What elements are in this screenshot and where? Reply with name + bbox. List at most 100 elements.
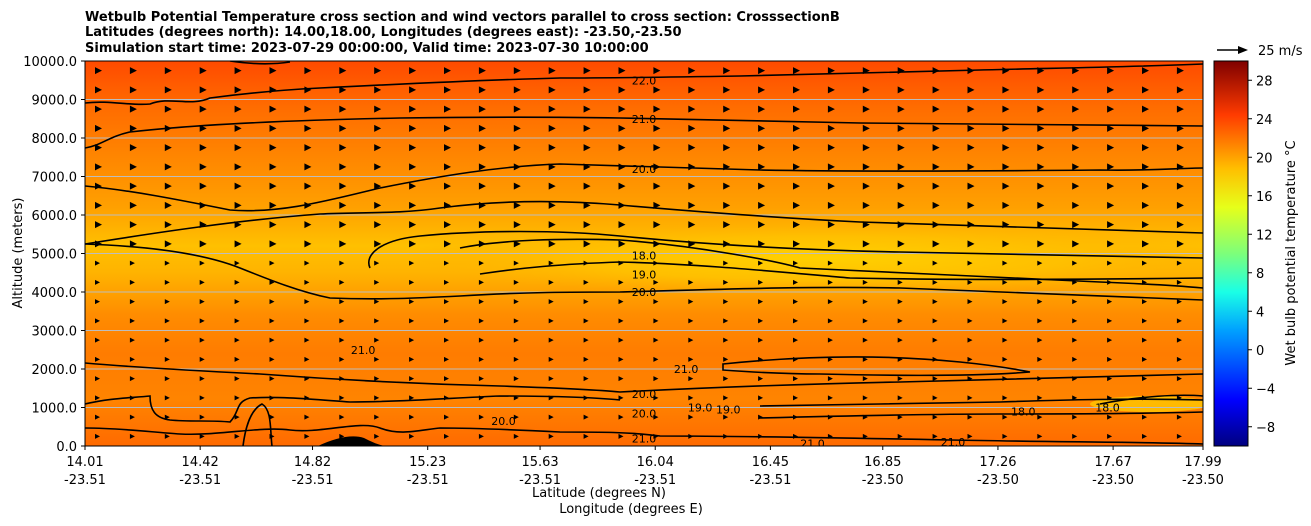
wind-vector: [1107, 182, 1115, 190]
wind-vector: [129, 433, 135, 439]
x-tick-label-lat: 15.23: [409, 455, 446, 470]
x-tick-label-lon: -23.50: [862, 473, 904, 488]
wind-vector: [758, 279, 764, 285]
wind-vector: [374, 163, 382, 171]
wind-vector: [723, 299, 729, 305]
wind-vector: [269, 144, 277, 152]
wind-vector: [95, 260, 100, 266]
x-tick-label-lat: 16.04: [637, 455, 674, 470]
wind-vector: [513, 356, 519, 362]
wind-vector: [1037, 414, 1043, 420]
wind-vector: [1002, 240, 1010, 248]
wind-vector: [304, 67, 312, 75]
wind-vector: [513, 124, 521, 132]
wind-vector: [723, 337, 729, 343]
wind-vector: [234, 163, 242, 171]
wind-vector: [1142, 182, 1149, 190]
wind-vector: [513, 414, 519, 420]
wind-vector: [164, 105, 172, 113]
wind-vector: [129, 260, 135, 266]
wind-vector: [932, 318, 938, 324]
wind-vector: [199, 356, 205, 362]
wind-vector: [1142, 318, 1147, 324]
wind-vector: [583, 182, 591, 190]
wind-vector: [1002, 124, 1010, 132]
wind-vector: [932, 395, 938, 401]
wind-vector: [1072, 182, 1080, 190]
wind-vector: [618, 67, 626, 75]
wind-vector: [967, 163, 975, 171]
wind-vector: [304, 163, 312, 171]
wind-vector: [374, 299, 380, 305]
wind-vector: [1107, 356, 1113, 362]
wind-vector: [444, 221, 451, 229]
wind-vector: [653, 376, 659, 382]
wind-vector: [478, 279, 484, 285]
contour-label: 19.0: [716, 403, 741, 416]
wind-vector: [618, 201, 626, 209]
wind-vector: [758, 201, 766, 209]
wind-vector: [862, 376, 868, 382]
wind-vector: [1176, 279, 1182, 285]
wind-vector: [653, 279, 659, 285]
wind-vector: [444, 182, 451, 190]
wind-vector: [234, 260, 240, 266]
wind-vector: [897, 260, 903, 266]
wind-vector: [513, 144, 521, 152]
wind-vector: [269, 318, 275, 324]
colorbar-ticks: −8 −4 0 4 8 12 16 20 24 28: [1248, 74, 1275, 436]
wind-vector: [374, 105, 382, 113]
wind-vector: [269, 67, 277, 75]
wind-vector: [339, 260, 345, 266]
wind-vector: [234, 144, 242, 152]
wind-vector: [688, 299, 694, 305]
wind-vector: [862, 318, 868, 324]
wind-vector: [653, 260, 659, 266]
contour-line: [85, 395, 621, 423]
wind-vector: [897, 240, 905, 248]
wind-vector: [897, 182, 905, 190]
wind-vector: [164, 414, 170, 420]
wind-vector: [374, 240, 382, 248]
wind-vector: [444, 124, 451, 132]
wind-vector: [793, 182, 800, 190]
wind-vector: [95, 395, 100, 401]
wind-vector: [932, 124, 940, 132]
wind-vector: [723, 376, 729, 382]
y-tick-label: 2000.0: [32, 363, 78, 378]
wind-vector: [1037, 182, 1045, 190]
wind-vector: [548, 240, 556, 248]
wind-vector: [513, 221, 521, 229]
wind-vector: [199, 124, 207, 132]
wind-vector: [653, 221, 661, 229]
wind-vector: [583, 86, 591, 94]
title-line-3: Simulation start time: 2023-07-29 00:00:…: [85, 41, 649, 56]
x-tick-label-lat: 16.85: [864, 455, 901, 470]
wind-vector: [758, 414, 764, 420]
wind-vector: [478, 414, 484, 420]
wind-vector: [339, 105, 347, 113]
wind-vector: [1037, 124, 1045, 132]
colorbar: [1213, 60, 1249, 447]
wind-vector: [548, 86, 556, 94]
wind-vector: [409, 260, 415, 266]
contour-label: 19.0: [632, 269, 657, 282]
wind-vector: [827, 221, 835, 229]
wind-vectors: [95, 67, 1184, 439]
wind-vector: [374, 221, 382, 229]
wind-vector: [1107, 163, 1115, 171]
wind-vector: [548, 356, 554, 362]
wind-vector: [827, 182, 835, 190]
wind-vector: [932, 182, 940, 190]
wind-vector: [444, 201, 451, 209]
wind-vector: [793, 433, 798, 439]
wind-vector: [758, 337, 764, 343]
wind-vector: [478, 395, 484, 401]
wind-vector: [374, 182, 382, 190]
wind-vector: [95, 279, 100, 285]
wind-vector: [723, 163, 731, 171]
wind-vector: [827, 376, 833, 382]
wind-vector: [339, 86, 347, 94]
wind-vector: [304, 337, 310, 343]
